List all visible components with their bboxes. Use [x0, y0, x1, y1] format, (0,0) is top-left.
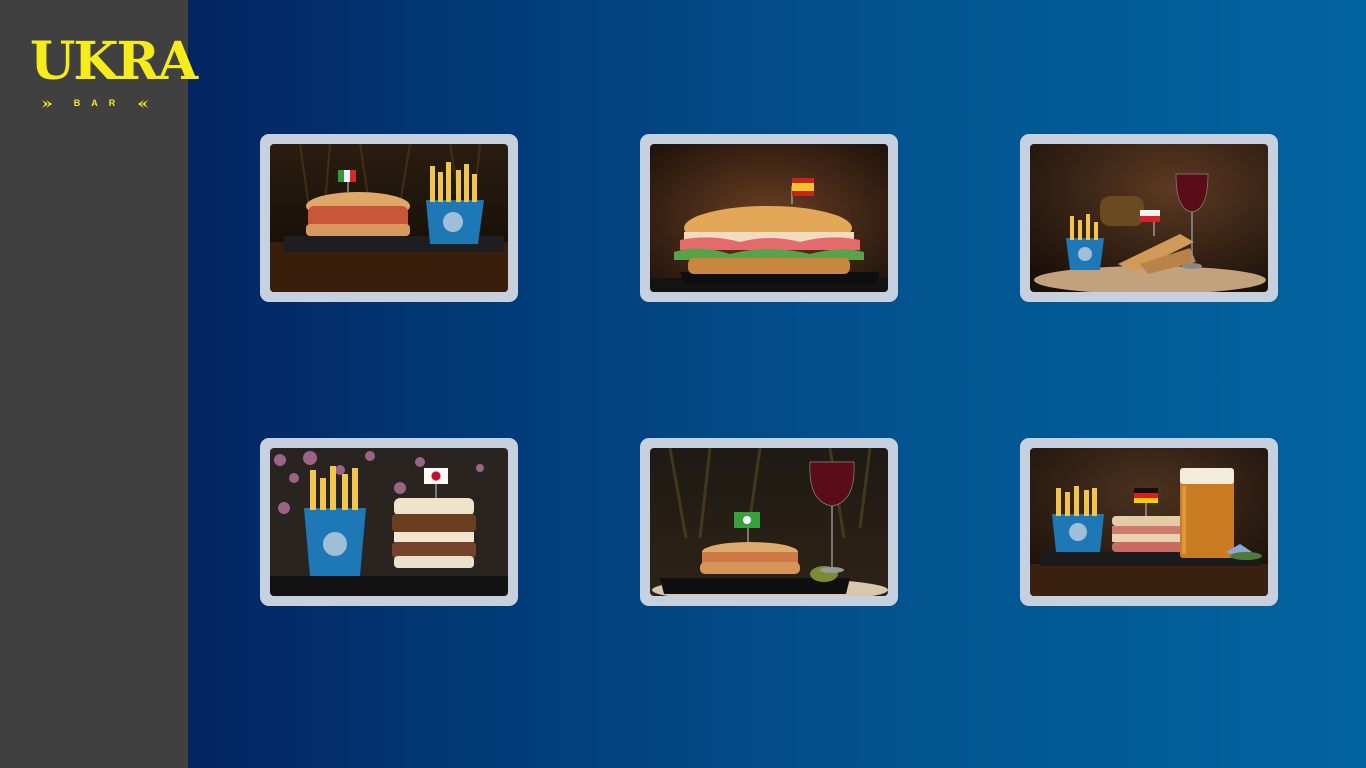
italian-sandwich-photo: [270, 144, 508, 292]
menu-card-green-flag-sandwich[interactable]: [640, 438, 898, 606]
arrow-left-icon: [138, 100, 148, 108]
polish-sandwich-photo: [1030, 144, 1268, 292]
menu-card-german-sandwich[interactable]: [1020, 438, 1278, 606]
brand-logo-wordmark: UKRA: [30, 31, 198, 92]
brand-logo-tagline: BAR: [73, 98, 127, 108]
green-flag-sandwich-photo: [650, 448, 888, 596]
spanish-sandwich-photo: [650, 144, 888, 292]
arrow-right-icon: [42, 100, 52, 108]
german-sandwich-photo: [1030, 448, 1268, 596]
menu-card-spanish-sandwich[interactable]: [640, 134, 898, 302]
menu-card-polish-sandwich[interactable]: [1020, 134, 1278, 302]
menu-card-italian-sandwich[interactable]: [260, 134, 518, 302]
menu-card-japanese-sandwich[interactable]: [260, 438, 518, 606]
sidebar: UKRA BAR: [0, 0, 198, 768]
japanese-sandwich-photo: [270, 448, 508, 596]
brand-logo[interactable]: UKRA BAR: [30, 31, 198, 114]
